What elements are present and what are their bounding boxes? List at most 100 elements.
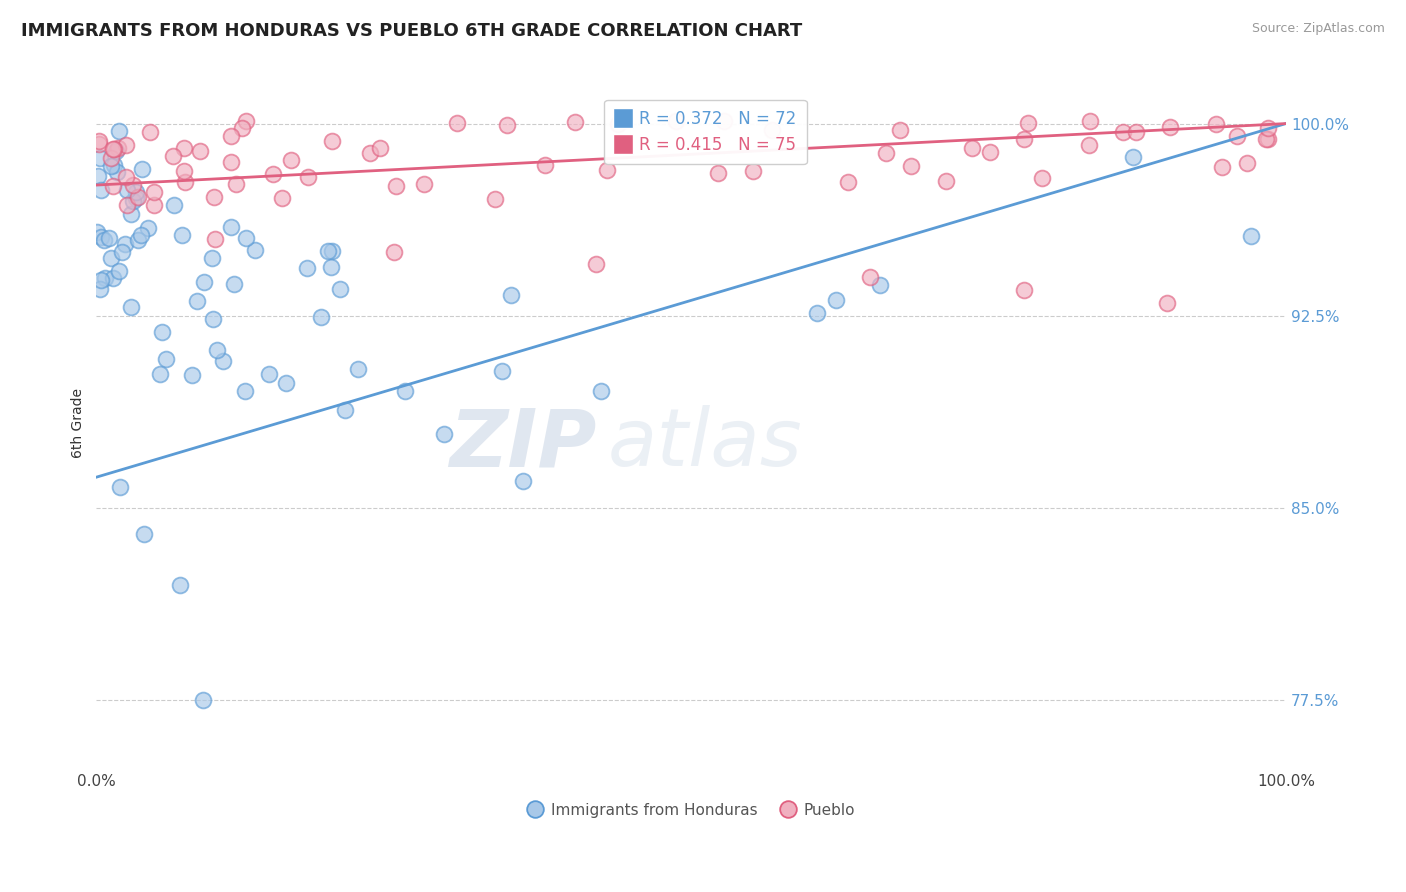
Point bbox=[329, 282, 352, 296]
Point bbox=[93, 233, 115, 247]
Point bbox=[155, 352, 177, 367]
Point bbox=[90, 229, 112, 244]
Point bbox=[271, 191, 294, 205]
Point bbox=[100, 251, 122, 265]
Point bbox=[1156, 296, 1178, 310]
Point bbox=[1012, 283, 1035, 297]
Point bbox=[115, 138, 138, 153]
Point bbox=[1159, 120, 1181, 134]
Point bbox=[115, 170, 138, 185]
Point bbox=[173, 164, 195, 178]
Point bbox=[534, 158, 557, 172]
Point bbox=[1211, 161, 1233, 175]
Point bbox=[1111, 125, 1133, 139]
Point bbox=[121, 178, 143, 192]
Point bbox=[433, 427, 456, 442]
Point bbox=[103, 179, 125, 194]
Point bbox=[564, 115, 586, 129]
Point bbox=[259, 368, 281, 382]
Point bbox=[935, 174, 957, 188]
Point bbox=[412, 178, 434, 192]
Point bbox=[107, 141, 129, 155]
Point bbox=[211, 354, 233, 368]
Point bbox=[108, 124, 131, 138]
Legend: Immigrants from Honduras, Pueblo: Immigrants from Honduras, Pueblo bbox=[522, 797, 860, 824]
Point bbox=[207, 343, 229, 357]
Point bbox=[233, 384, 256, 398]
Point bbox=[1254, 132, 1277, 146]
Point bbox=[131, 162, 153, 177]
Point bbox=[202, 190, 225, 204]
Point bbox=[235, 231, 257, 245]
Point bbox=[86, 225, 108, 239]
Point bbox=[243, 243, 266, 257]
Point bbox=[806, 306, 828, 320]
Point bbox=[606, 117, 628, 131]
Point bbox=[181, 368, 204, 382]
Point bbox=[1226, 129, 1249, 144]
Point bbox=[1205, 118, 1227, 132]
Point bbox=[122, 194, 145, 208]
Point bbox=[108, 480, 131, 494]
Point bbox=[225, 178, 247, 192]
Point bbox=[139, 125, 162, 139]
Point bbox=[1257, 120, 1279, 135]
Point bbox=[188, 144, 211, 158]
Point bbox=[125, 185, 148, 199]
Point bbox=[359, 146, 381, 161]
Point bbox=[491, 364, 513, 378]
Point bbox=[309, 310, 332, 325]
Point bbox=[1122, 149, 1144, 163]
Point bbox=[1078, 138, 1101, 153]
Point bbox=[501, 288, 523, 302]
Point bbox=[89, 134, 111, 148]
Point bbox=[321, 244, 343, 259]
Point bbox=[129, 227, 152, 242]
Point bbox=[231, 120, 253, 135]
Point bbox=[149, 367, 172, 381]
Point bbox=[346, 362, 368, 376]
Point bbox=[979, 145, 1001, 159]
Point bbox=[100, 159, 122, 173]
Point bbox=[105, 165, 128, 179]
Point bbox=[900, 159, 922, 173]
Point bbox=[103, 271, 125, 285]
Point bbox=[128, 233, 150, 247]
Point bbox=[1125, 125, 1147, 139]
Point bbox=[127, 190, 149, 204]
Point bbox=[142, 185, 165, 199]
Point bbox=[115, 198, 138, 212]
Point bbox=[960, 141, 983, 155]
Point bbox=[108, 264, 131, 278]
Point bbox=[297, 260, 319, 275]
Point bbox=[136, 220, 159, 235]
Point bbox=[235, 114, 257, 128]
Point bbox=[761, 122, 783, 136]
Point bbox=[262, 167, 284, 181]
Point bbox=[219, 219, 242, 234]
Point bbox=[1240, 228, 1263, 243]
Text: IMMIGRANTS FROM HONDURAS VS PUEBLO 6TH GRADE CORRELATION CHART: IMMIGRANTS FROM HONDURAS VS PUEBLO 6TH G… bbox=[21, 22, 803, 40]
Point bbox=[1236, 155, 1258, 169]
Text: Source: ZipAtlas.com: Source: ZipAtlas.com bbox=[1251, 22, 1385, 36]
Point bbox=[202, 312, 225, 326]
Point bbox=[201, 251, 224, 265]
Point bbox=[1017, 116, 1039, 130]
Point bbox=[90, 273, 112, 287]
Point bbox=[90, 182, 112, 196]
Point bbox=[858, 270, 880, 285]
Point bbox=[665, 114, 688, 128]
Point bbox=[889, 123, 911, 137]
Point bbox=[741, 164, 763, 178]
Point bbox=[222, 277, 245, 291]
Point bbox=[274, 376, 297, 391]
Point bbox=[319, 260, 342, 275]
Point bbox=[162, 149, 184, 163]
Point bbox=[596, 163, 619, 178]
Point bbox=[103, 142, 125, 156]
Point bbox=[97, 230, 120, 244]
Point bbox=[219, 154, 242, 169]
Point bbox=[143, 198, 166, 212]
Point bbox=[87, 136, 110, 151]
Point bbox=[512, 474, 534, 488]
